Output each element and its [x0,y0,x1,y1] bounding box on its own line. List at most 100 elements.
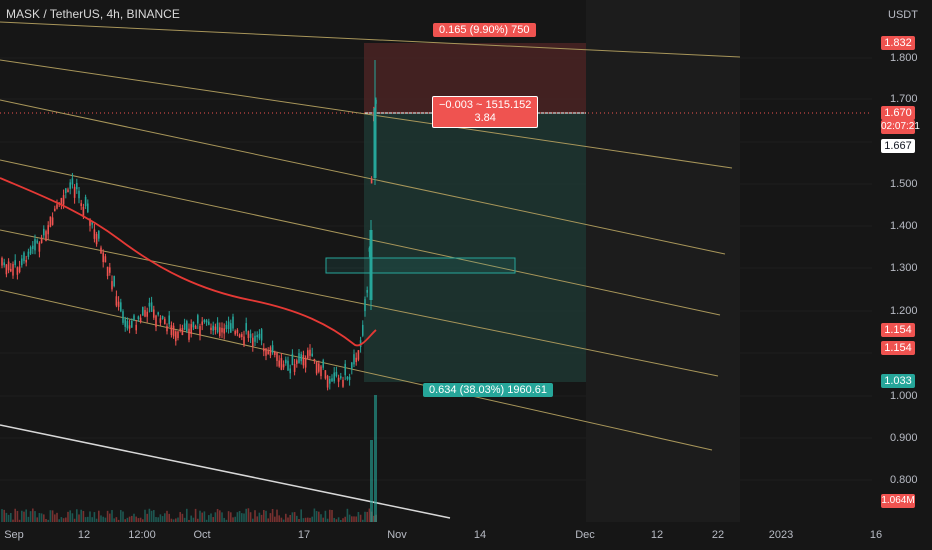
volume-bar [106,510,109,522]
candle-body [311,353,313,356]
volume-bar [91,517,93,522]
candle-body [333,372,335,382]
currency-label[interactable]: USDT [888,9,918,21]
volume-bar [128,516,131,522]
volume-bar [302,518,305,522]
time-label: 14 [473,529,487,541]
volume-bar [29,511,32,522]
price-scale[interactable] [872,0,932,522]
volume-bar [331,509,333,522]
volume-bar [254,510,256,522]
time-label: Dec [575,529,595,541]
candle-body [203,319,206,323]
volume-bar [351,516,353,522]
volume-bar [307,517,309,522]
volume-bar [241,513,243,522]
volume-bar [280,517,283,522]
volume-bar [197,518,199,522]
candle-body [131,320,133,328]
volume-bar [168,513,170,522]
candle-body [51,217,54,225]
volume-bar [115,517,118,522]
candle-body [164,318,166,325]
zone-rectangle [325,257,516,274]
target-label[interactable]: 0.165 (9.90%) 750 [433,23,536,37]
volume-bar [269,513,272,522]
candle-body [241,334,243,338]
volume-bar [166,510,168,522]
candle-body [192,321,195,328]
volume-bar [3,509,5,522]
candle-body [155,315,157,328]
volume-bar [230,512,232,522]
volume-bar [364,511,366,522]
candle-body [18,266,21,272]
symbol-title[interactable]: MASK / TetherUS, 4h, BINANCE [6,7,180,21]
stop-label[interactable]: 0.634 (38.03%) 1960.61 [423,383,554,397]
candle-body [43,228,45,236]
candle-body [3,262,5,266]
candle-body [351,362,353,369]
volume-bar [122,511,124,522]
candle-body [111,281,113,290]
volume-bar [117,519,120,522]
time-axis[interactable] [0,522,872,550]
candle-body [375,99,377,104]
volume-bar [340,519,342,522]
volume-bar [309,517,311,522]
candle-body [265,348,267,356]
candle-body [82,206,85,217]
volume-bar [73,518,76,522]
volume-bar [287,517,289,522]
candle-body [47,225,49,235]
volume-bar [23,511,25,522]
volume-bar [208,515,210,522]
candle-body [139,317,142,323]
volume-bar [179,512,181,522]
last-price-badge: 1.670 [881,106,915,120]
volume-bar [258,512,261,522]
volume-bar [38,513,41,522]
volume-bar [245,508,247,522]
volume-bar [47,519,49,522]
price-tick: 1.000 [890,390,918,402]
volume-bar [265,510,267,522]
time-label: Nov [387,529,407,541]
volume-bar [252,518,254,522]
stop-price-badge: 1.033 [881,374,915,388]
candle-body [304,357,307,368]
volume-bar [102,516,104,522]
channel-line [0,21,741,58]
candle-body [221,327,223,333]
entry-label[interactable]: −0.003 ~ 1515.152 3.84 [432,96,539,128]
volume-bar [126,517,129,522]
candle-body [225,324,228,330]
candle-body [256,335,258,338]
candle-body [104,256,107,263]
volume-bar [164,513,166,522]
candle-body [238,334,241,338]
candle-body [87,203,89,213]
volume-bar [238,511,241,522]
candle-body [32,245,34,249]
candle-body [364,299,366,312]
volume-bar [111,510,113,522]
volume-bar [221,512,223,522]
volume-bar [100,515,102,522]
candle-body [91,222,93,225]
channel-line [0,99,726,255]
volume-bar [311,516,313,522]
candle-body [194,326,197,329]
volume-bar [43,514,45,522]
candle-body [144,310,146,317]
candle-body [137,316,140,319]
candle-body [126,321,129,329]
volume-bar [45,518,47,522]
candle-body [263,348,265,352]
candle-body [175,331,177,342]
candle-body [344,363,346,376]
volume-bar [296,515,298,522]
volume-bar [93,512,96,522]
